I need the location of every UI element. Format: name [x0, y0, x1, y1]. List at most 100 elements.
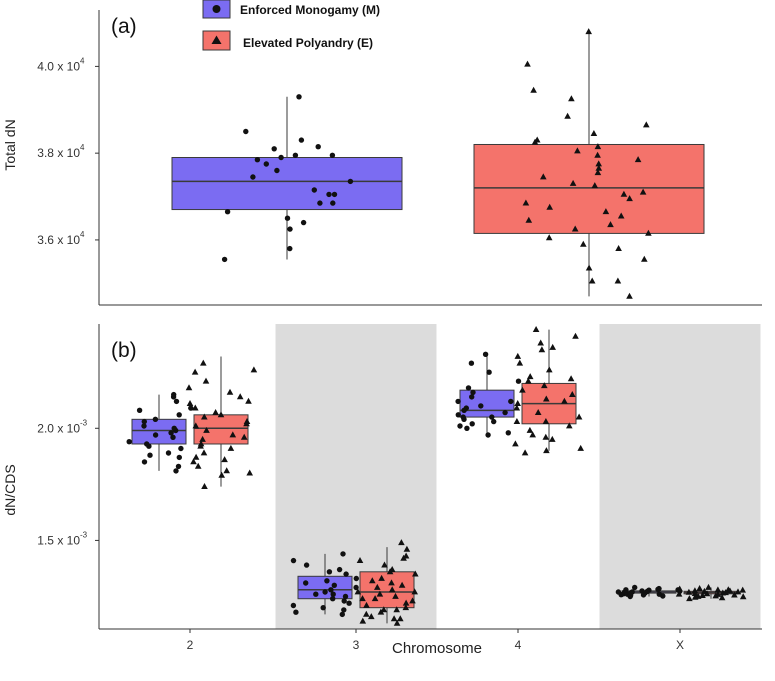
chr-x-polyandry-point — [685, 588, 693, 595]
panel-a-polyandry-point — [580, 240, 587, 247]
chr-3-polyandry-point — [390, 615, 398, 622]
panel-a-polyandry-box — [473, 143, 705, 234]
chr-2-polyandry-point — [245, 397, 252, 404]
chr-3-polyandry-point — [371, 595, 379, 602]
chr-4-monogamy-point — [455, 412, 461, 418]
chr-4-polyandry-point — [567, 375, 575, 382]
chr-4-polyandry-point — [513, 418, 521, 424]
chr-4-monogamy-point — [469, 421, 475, 427]
chr-4-polyandry-point — [577, 444, 584, 451]
panel-a-polyandry-point — [595, 164, 603, 171]
chr-3-polyandry-point — [356, 557, 364, 563]
panel-a-polyandry-point — [545, 234, 553, 241]
legend-triangle-marker — [211, 35, 222, 44]
chr-4-polyandry-point — [513, 404, 521, 411]
chr-3-polyandry-point — [363, 610, 370, 617]
chr-4-polyandry-point — [529, 431, 536, 438]
chr-4-monogamy-point — [489, 414, 495, 420]
chr-2-polyandry-point — [200, 359, 207, 366]
chr-3-polyandry-point — [398, 581, 406, 588]
chr-4-polyandry-point — [526, 373, 534, 380]
panel-a-monogamy-point — [329, 152, 336, 158]
panel-b-y-tick-exponent: -3 — [80, 530, 88, 539]
panel-a-monogamy-point — [274, 167, 280, 174]
chr-2-monogamy-point — [188, 405, 194, 411]
chr-4-polyandry-point — [521, 449, 529, 456]
chr-3-monogamy-point — [293, 609, 299, 615]
chr-4-polyandry-point — [543, 447, 550, 454]
panel-b-y-tick-label: 1.5 x 10 — [37, 533, 80, 547]
chr-4-polyandry-point — [532, 326, 540, 332]
panel-a-monogamy-point — [315, 144, 321, 150]
chr-4-monogamy-point — [468, 360, 475, 366]
chr-3-polyandry-point — [393, 619, 401, 626]
chr-4-monogamy-point — [478, 403, 484, 409]
chr-2-monogamy-point — [136, 407, 143, 413]
panel-a-polyandry-point — [626, 292, 633, 299]
panel-a-polyandry-point — [585, 28, 592, 35]
panel-a-polyandry-point — [607, 221, 614, 228]
chr-x-monogamy-point — [655, 586, 661, 592]
chr-4-polyandry-point — [542, 418, 550, 424]
chr-2-polyandry-point — [192, 453, 200, 460]
chr-2-polyandry-point — [192, 422, 200, 429]
panel-a-polyandry-point — [594, 151, 601, 158]
data-points — [126, 28, 747, 626]
chr-4-monogamy-point — [461, 407, 467, 413]
chr-3-polyandry-point — [398, 539, 405, 546]
chr-4-polyandry-point — [575, 413, 583, 420]
chr-2-monogamy-point — [170, 434, 176, 440]
chr-4-monogamy-point — [508, 398, 514, 405]
chr-4-monogamy-point — [464, 425, 470, 431]
legend-circle-marker — [212, 5, 221, 13]
chr-4-monogamy-point — [486, 369, 492, 375]
chr-2-polyandry-point — [199, 435, 206, 442]
chr-4-polyandry-point — [537, 339, 544, 346]
chr-3-monogamy-point — [353, 584, 359, 591]
chr-3-monogamy-point — [324, 578, 330, 584]
chr-3-polyandry-point — [403, 545, 411, 552]
shade-band-chromosome-x — [599, 324, 761, 629]
chr-3-monogamy-point — [331, 582, 337, 588]
chr-3-polyandry-point — [378, 574, 385, 581]
panel-a-monogamy-point — [347, 178, 354, 185]
chr-3-monogamy-point — [340, 551, 346, 557]
panel-a-polyandry-point — [531, 138, 539, 145]
panel-a-monogamy-point — [326, 191, 332, 198]
chr-3-polyandry-point — [369, 577, 376, 584]
chr-4-polyandry-point — [546, 366, 553, 373]
panel-a-polyandry-point — [639, 188, 647, 195]
panel-a-y-tick-label: 3.6 x 10 — [37, 233, 80, 247]
x-axis-title: Chromosome — [392, 640, 482, 657]
chr-3-monogamy-point — [343, 571, 349, 577]
chr-x-polyandry-point — [722, 589, 729, 596]
chr-3-polyandry-point — [354, 588, 362, 595]
chr-4-polyandry-point — [538, 346, 546, 353]
chr-x-monogamy-point — [623, 587, 629, 593]
chr-3-monogamy-point — [339, 611, 345, 618]
legend: Enforced Monogamy (M) Elevated Polyandry… — [202, 0, 380, 51]
panel-a-monogamy-box — [171, 157, 403, 211]
panel-a-polyandry-point — [525, 216, 533, 223]
panel-a-monogamy-point — [330, 200, 336, 206]
chr-3-polyandry-point — [380, 606, 388, 613]
chr-4-polyandry-point — [542, 433, 550, 440]
chr-2-polyandry-point — [240, 433, 248, 440]
panel-a-polyandry-point — [522, 199, 530, 206]
panel-a-monogamy-point — [287, 226, 293, 232]
chr-3-polyandry-point — [359, 617, 367, 624]
chr-2-polyandry-point — [201, 483, 208, 489]
chr-3-polyandry-point — [402, 599, 410, 606]
chr-2-monogamy-point — [165, 450, 172, 456]
chr-4-polyandry-point — [569, 391, 576, 397]
chr-2-polyandry-point — [250, 366, 258, 373]
chr-3-polyandry-point — [368, 613, 375, 620]
chr-2-monogamy-point — [152, 432, 159, 438]
panel-a-y-axis-title: Total dN — [2, 119, 18, 170]
chr-4-monogamy-point — [460, 414, 466, 420]
panel-a-polyandry-point — [595, 160, 602, 167]
legend-label-monogamy: Enforced Monogamy (M) — [240, 3, 380, 17]
chr-x-polyandry-point — [699, 592, 706, 598]
panel-a-monogamy-point — [224, 209, 231, 215]
